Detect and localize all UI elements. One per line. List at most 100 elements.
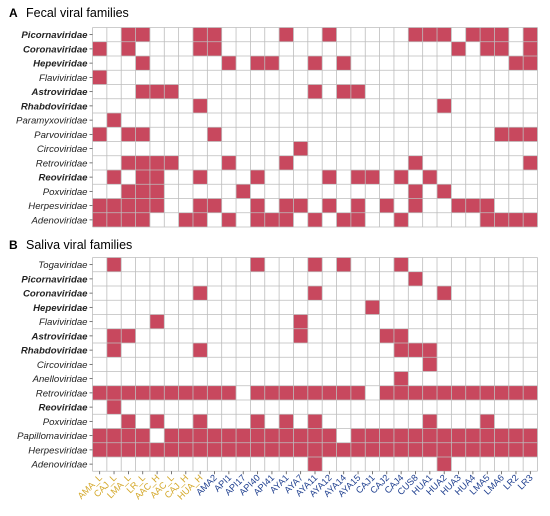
heatmap-cell <box>393 385 409 400</box>
heatmap-cell <box>451 385 466 400</box>
heatmap-cell <box>379 442 394 457</box>
heatmap-cell <box>192 414 208 429</box>
heatmap-cell <box>350 198 366 213</box>
heatmap-cell <box>365 170 380 185</box>
heatmap-cell <box>408 198 423 213</box>
row-label: Herpesviridae <box>28 445 87 456</box>
heatmap-cell <box>207 41 222 56</box>
panel-title: Saliva viral families <box>26 238 132 252</box>
row-label: Adenoviridae <box>30 460 87 471</box>
heatmap-cell <box>236 428 251 443</box>
panel-letter: B <box>9 238 18 252</box>
heatmap-cell <box>365 428 380 443</box>
heatmap-cell <box>121 428 136 443</box>
heatmap-cell <box>408 442 423 457</box>
row-label: Reoviridae <box>38 173 88 184</box>
heatmap-cell <box>293 141 308 156</box>
heatmap-cell <box>437 98 452 113</box>
heatmap-cell <box>393 257 409 272</box>
heatmap-cell <box>422 414 438 429</box>
heatmap-cell <box>135 198 150 213</box>
heatmap-cell <box>379 428 394 443</box>
heatmap-cell <box>135 155 150 170</box>
row-label: Rhabdoviridae <box>21 346 88 357</box>
panel-letter: A <box>9 6 18 20</box>
heatmap-cell <box>523 385 538 400</box>
row-label: Circoviridae <box>37 144 88 155</box>
heatmap-cell <box>192 27 208 42</box>
heatmap-cell <box>279 442 294 457</box>
row-label: Flaviviridae <box>39 317 88 328</box>
heatmap-cell <box>121 442 136 457</box>
heatmap-cell <box>279 198 294 213</box>
heatmap-cell <box>336 56 351 71</box>
heatmap-cell <box>149 155 165 170</box>
row-label: Coronaviridae <box>23 44 88 55</box>
heatmap-cell <box>135 56 150 71</box>
heatmap-cell <box>149 314 165 329</box>
heatmap-cell <box>207 385 222 400</box>
heatmap-cell <box>250 442 265 457</box>
heatmap-cell <box>336 212 351 227</box>
heatmap-cell <box>408 184 423 199</box>
heatmap-cell <box>192 442 208 457</box>
heatmap-cell <box>106 113 122 128</box>
heatmap-cell <box>121 212 136 227</box>
heatmap-cell <box>92 127 107 142</box>
heatmap-cell <box>264 56 280 71</box>
heatmap-cell <box>92 198 107 213</box>
heatmap-cell <box>393 343 409 358</box>
heatmap-cell <box>279 155 294 170</box>
heatmap-cell <box>307 212 323 227</box>
heatmap-cell <box>164 442 179 457</box>
row-label: Adenoviridae <box>30 215 87 226</box>
heatmap-cell <box>494 41 509 56</box>
heatmap-cell <box>293 328 308 343</box>
heatmap-cell <box>393 442 409 457</box>
heatmap-cell <box>451 442 466 457</box>
heatmap-cell <box>149 198 165 213</box>
heatmap-cell <box>293 442 308 457</box>
row-label: Flaviviridae <box>39 73 88 84</box>
heatmap-cell <box>350 170 366 185</box>
heatmap-cell <box>480 385 495 400</box>
heatmap-cell <box>106 343 122 358</box>
heatmap-cell <box>250 56 265 71</box>
heatmap-cell <box>408 271 423 286</box>
heatmap-cell <box>523 428 538 443</box>
heatmap-cell <box>207 198 222 213</box>
heatmap-cell <box>307 414 323 429</box>
heatmap-cell <box>264 385 280 400</box>
heatmap-cell <box>279 385 294 400</box>
heatmap-cell <box>250 385 265 400</box>
heatmap-cell <box>149 385 165 400</box>
panel-title: Fecal viral families <box>26 6 129 20</box>
row-label: Paramyxoviridae <box>16 116 87 127</box>
heatmap-cell <box>192 385 208 400</box>
heatmap-cell <box>322 442 337 457</box>
heatmap-cell <box>293 314 308 329</box>
heatmap-cell <box>178 428 193 443</box>
heatmap-cell <box>393 371 409 386</box>
heatmap-cell <box>121 385 136 400</box>
heatmap-cell <box>192 343 208 358</box>
heatmap-cell <box>322 27 337 42</box>
row-label: Hepeviridae <box>33 59 88 70</box>
heatmap-cell <box>106 198 122 213</box>
heatmap-cell <box>106 385 122 400</box>
heatmap-cell <box>221 212 237 227</box>
heatmap-cell <box>422 170 438 185</box>
heatmap-cell <box>393 170 409 185</box>
heatmap-cell <box>465 27 481 42</box>
heatmap-cell <box>250 170 265 185</box>
heatmap-cell <box>480 414 495 429</box>
heatmap-cell <box>192 286 208 301</box>
heatmap-cell <box>178 442 193 457</box>
row-label: Reoviridae <box>38 403 88 414</box>
heatmap-cell <box>494 428 509 443</box>
heatmap-cell <box>523 442 538 457</box>
heatmap-cell <box>350 442 366 457</box>
row-label: Picornaviridae <box>21 30 88 41</box>
heatmap-cell <box>121 198 136 213</box>
